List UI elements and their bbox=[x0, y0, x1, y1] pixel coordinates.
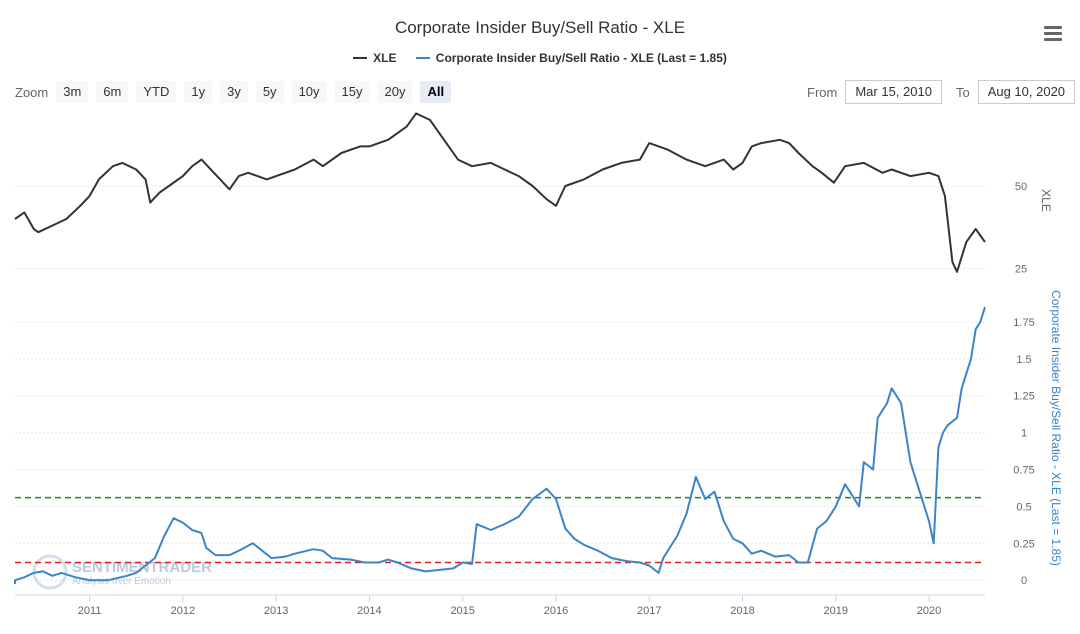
to-date-input[interactable]: Aug 10, 2020 bbox=[977, 80, 1076, 104]
xle-tick-label-50: 50 bbox=[1015, 181, 1027, 193]
zoom-button-5y[interactable]: 5y bbox=[255, 81, 284, 103]
legend-label-xle: XLE bbox=[373, 51, 397, 65]
zoom-button-10y[interactable]: 10y bbox=[291, 81, 327, 103]
from-date-input[interactable]: Mar 15, 2010 bbox=[845, 80, 942, 104]
legend-label-ratio: Corporate Insider Buy/Sell Ratio - XLE (… bbox=[435, 51, 727, 65]
ratio-tick-label-7: 1.75 bbox=[1013, 317, 1034, 329]
zoom-button-all[interactable]: All bbox=[420, 81, 452, 103]
legend-swatch-xle bbox=[353, 57, 368, 59]
ratio-tick-label-2: 0.5 bbox=[1016, 501, 1031, 513]
x-tick-label-2011: 2011 bbox=[78, 605, 102, 617]
to-label: To bbox=[955, 84, 970, 100]
x-tick-label-2018: 2018 bbox=[730, 605, 754, 617]
zoom-button-3y[interactable]: 3y bbox=[220, 81, 248, 103]
chart-title: Corporate Insider Buy/Sell Ratio - XLE bbox=[394, 18, 686, 37]
x-tick-label-2017: 2017 bbox=[637, 605, 661, 617]
x-tick-label-2012: 2012 bbox=[171, 605, 195, 617]
menu-icon[interactable] bbox=[1044, 26, 1062, 42]
from-label: From bbox=[807, 84, 838, 100]
zoom-label: Zoom bbox=[15, 84, 49, 100]
legend-item-xle[interactable]: XLE bbox=[353, 51, 396, 65]
zoom-button-3m[interactable]: 3m bbox=[56, 81, 89, 103]
ratio-tick-label-0: 0 bbox=[1021, 575, 1027, 587]
zoom-button-ytd[interactable]: YTD bbox=[136, 81, 177, 103]
x-tick-label-2013: 2013 bbox=[264, 605, 288, 617]
series-line-ratio bbox=[14, 306, 986, 585]
watermark-tagline: Analysis over Emotion bbox=[72, 576, 171, 587]
x-tick-label-2015: 2015 bbox=[450, 605, 474, 617]
xle-tick-label-25: 25 bbox=[1015, 264, 1027, 276]
xle-axis-title: XLE bbox=[1039, 189, 1053, 212]
zoom-button-6m[interactable]: 6m bbox=[96, 81, 129, 103]
series-line-xle bbox=[14, 112, 986, 273]
zoom-button-20y[interactable]: 20y bbox=[377, 81, 413, 103]
zoom-button-15y[interactable]: 15y bbox=[334, 81, 370, 103]
zoom-bar: Zoom 3m 6m YTD 1y 3y 5y 10y 15y 20y All bbox=[15, 80, 459, 104]
ratio-axis-title: Corporate Insider Buy/Sell Ratio - XLE (… bbox=[1049, 290, 1063, 566]
legend-item-ratio[interactable]: Corporate Insider Buy/Sell Ratio - XLE (… bbox=[415, 51, 727, 65]
legend: XLE Corporate Insider Buy/Sell Ratio - X… bbox=[0, 48, 1080, 65]
x-tick-label-2020: 2020 bbox=[917, 605, 941, 617]
ratio-tick-label-5: 1.25 bbox=[1013, 391, 1034, 403]
ratio-tick-label-1: 0.25 bbox=[1013, 538, 1034, 550]
x-tick-label-2014: 2014 bbox=[357, 605, 381, 617]
x-tick-label-2016: 2016 bbox=[544, 605, 568, 617]
range-selector: From Mar 15, 2010 To Aug 10, 2020 bbox=[807, 80, 1076, 104]
ratio-tick-label-3: 0.75 bbox=[1013, 465, 1034, 477]
ratio-tick-label-4: 1 bbox=[1021, 428, 1027, 440]
x-tick-label-2019: 2019 bbox=[824, 605, 848, 617]
legend-swatch-ratio bbox=[415, 57, 430, 59]
zoom-button-1y[interactable]: 1y bbox=[184, 81, 213, 103]
ratio-tick-label-6: 1.5 bbox=[1016, 354, 1031, 366]
